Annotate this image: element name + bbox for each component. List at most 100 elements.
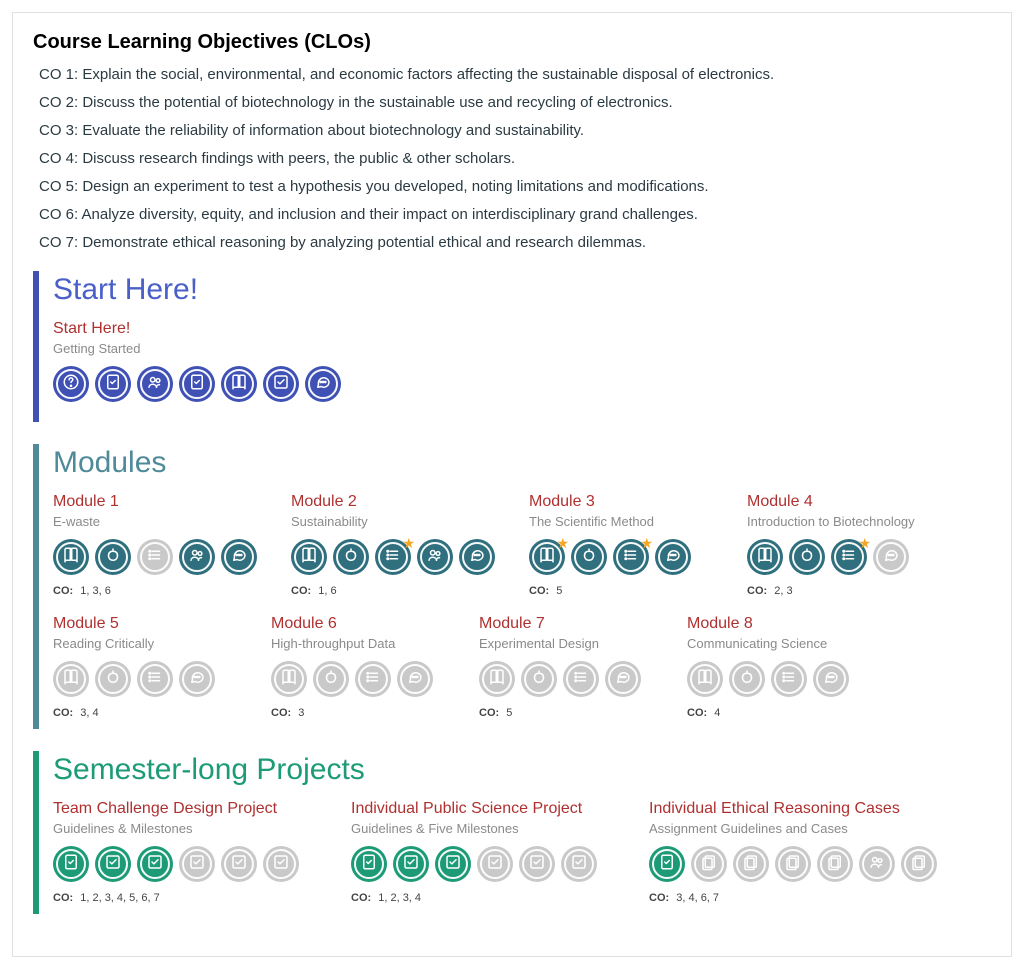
icon-row [53, 366, 653, 402]
check-doc-icon[interactable] [53, 846, 89, 882]
book-icon[interactable] [747, 539, 783, 575]
card-subtitle: Guidelines & Milestones [53, 821, 323, 836]
module-card[interactable]: Individual Ethical Reasoning CasesAssign… [649, 800, 979, 904]
check-doc-icon[interactable] [649, 846, 685, 882]
chat-icon[interactable] [873, 539, 909, 575]
module-card[interactable]: Module 1E-wasteCO: 1, 3, 6 [53, 493, 263, 597]
icon-row: ★★ [529, 539, 719, 575]
checklist-icon[interactable] [263, 846, 299, 882]
icon-row [271, 661, 451, 697]
module-card[interactable]: Start Here! Getting Started [53, 320, 653, 412]
chat-icon[interactable] [179, 661, 215, 697]
checklist-icon[interactable] [95, 846, 131, 882]
checklist-icon[interactable] [519, 846, 555, 882]
book-icon[interactable]: ★ [529, 539, 565, 575]
module-card[interactable]: Module 5 Reading Critically CO: 3, 4 [53, 615, 243, 719]
hand-icon[interactable] [95, 661, 131, 697]
hand-icon[interactable] [521, 661, 557, 697]
card-title[interactable]: Module 1 [53, 493, 263, 511]
book-icon[interactable] [53, 661, 89, 697]
card-title[interactable]: Module 3 [529, 493, 719, 511]
book-icon[interactable] [687, 661, 723, 697]
check-doc-icon[interactable] [351, 846, 387, 882]
question-icon[interactable] [53, 366, 89, 402]
docs-icon[interactable] [901, 846, 937, 882]
hand-icon[interactable] [789, 539, 825, 575]
card-title[interactable]: Module 4 [747, 493, 977, 511]
chat-icon[interactable] [655, 539, 691, 575]
checklist-icon[interactable] [221, 846, 257, 882]
list-icon[interactable]: ★ [831, 539, 867, 575]
card-title[interactable]: Module 2 [291, 493, 501, 511]
hand-icon[interactable] [729, 661, 765, 697]
checklist-icon[interactable] [477, 846, 513, 882]
card-title[interactable]: Individual Ethical Reasoning Cases [649, 800, 979, 818]
people-icon[interactable] [179, 539, 215, 575]
star-badge-icon: ★ [402, 535, 415, 552]
checklist-icon[interactable] [179, 846, 215, 882]
module-card[interactable]: Module 2Sustainability★CO: 1, 6 [291, 493, 501, 597]
module-card[interactable]: Team Challenge Design Project Guidelines … [53, 800, 323, 904]
clo-item: CO 5: Design an experiment to test a hyp… [33, 176, 991, 197]
co-line: CO: 3, 4 [53, 707, 243, 719]
list-icon[interactable] [563, 661, 599, 697]
checklist-icon[interactable] [263, 366, 299, 402]
module-card[interactable]: Module 8Communicating ScienceCO: 4 [687, 615, 877, 719]
docs-icon[interactable] [775, 846, 811, 882]
clo-item: CO 1: Explain the social, environmental,… [33, 64, 991, 85]
check-doc-icon[interactable] [95, 366, 131, 402]
checklist-icon[interactable] [561, 846, 597, 882]
book-icon[interactable] [479, 661, 515, 697]
list-icon[interactable] [771, 661, 807, 697]
co-line: CO: 3, 4, 6, 7 [649, 892, 979, 904]
list-icon[interactable] [137, 661, 173, 697]
hand-icon[interactable] [333, 539, 369, 575]
card-title[interactable]: Module 8 [687, 615, 877, 633]
card-title[interactable]: Module 6 [271, 615, 451, 633]
checklist-icon[interactable] [137, 846, 173, 882]
list-icon[interactable]: ★ [613, 539, 649, 575]
book-icon[interactable] [221, 366, 257, 402]
card-subtitle: Getting Started [53, 341, 653, 356]
card-subtitle: Communicating Science [687, 636, 877, 651]
chat-icon[interactable] [459, 539, 495, 575]
card-title[interactable]: Individual Public Science Project [351, 800, 621, 818]
module-card[interactable]: Individual Public Science ProjectGuideli… [351, 800, 621, 904]
module-card[interactable]: Module 7Experimental DesignCO: 5 [479, 615, 659, 719]
chat-icon[interactable] [605, 661, 641, 697]
hand-icon[interactable] [313, 661, 349, 697]
chat-icon[interactable] [813, 661, 849, 697]
book-icon[interactable] [291, 539, 327, 575]
icon-row [351, 846, 621, 882]
co-line: CO: 1, 2, 3, 4 [351, 892, 621, 904]
people-icon[interactable] [859, 846, 895, 882]
co-line: CO: 1, 3, 6 [53, 585, 263, 597]
module-card[interactable]: Module 3The Scientific Method★★CO: 5 [529, 493, 719, 597]
card-subtitle: Reading Critically [53, 636, 243, 651]
docs-icon[interactable] [817, 846, 853, 882]
check-doc-icon[interactable] [179, 366, 215, 402]
chat-icon[interactable] [221, 539, 257, 575]
hand-icon[interactable] [571, 539, 607, 575]
module-card[interactable]: Module 6High-throughput DataCO: 3 [271, 615, 451, 719]
chat-icon[interactable] [397, 661, 433, 697]
docs-icon[interactable] [733, 846, 769, 882]
checklist-icon[interactable] [393, 846, 429, 882]
list-icon[interactable]: ★ [375, 539, 411, 575]
people-icon[interactable] [417, 539, 453, 575]
book-icon[interactable] [271, 661, 307, 697]
checklist-icon[interactable] [435, 846, 471, 882]
card-title[interactable]: Team Challenge Design Project [53, 800, 323, 818]
docs-icon[interactable] [691, 846, 727, 882]
list-icon[interactable] [137, 539, 173, 575]
card-title[interactable]: Module 5 [53, 615, 243, 633]
card-title[interactable]: Module 7 [479, 615, 659, 633]
book-icon[interactable] [53, 539, 89, 575]
module-card[interactable]: Module 4Introduction to Biotechnology★CO… [747, 493, 977, 597]
hand-icon[interactable] [95, 539, 131, 575]
chat-icon[interactable] [305, 366, 341, 402]
people-icon[interactable] [137, 366, 173, 402]
list-icon[interactable] [355, 661, 391, 697]
card-title[interactable]: Start Here! [53, 320, 653, 338]
card-subtitle: Sustainability [291, 514, 501, 529]
